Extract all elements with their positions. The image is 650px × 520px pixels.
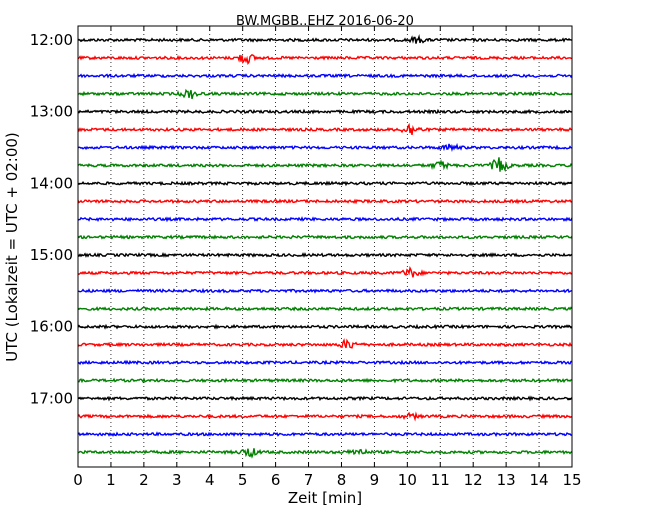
x-tick-label-15: 15 bbox=[562, 471, 581, 489]
y-tick-label-1200: 12:00 bbox=[30, 31, 73, 49]
trace-1315 bbox=[77, 122, 573, 136]
trace-group bbox=[77, 34, 573, 459]
trace-1530 bbox=[77, 287, 573, 294]
trace-1500 bbox=[77, 252, 573, 258]
trace-1345 bbox=[77, 157, 573, 173]
trace-1330 bbox=[77, 142, 572, 152]
y-axis-label: UTC (Lokalzeit = UTC + 02:00) bbox=[3, 132, 21, 362]
x-axis: 0 1 2 3 4 5 6 7 8 9 10 11 12 13 14 15 bbox=[73, 26, 582, 489]
x-tick-label-0: 0 bbox=[73, 471, 83, 489]
grid-lines bbox=[110, 26, 540, 467]
plot-frame bbox=[77, 25, 573, 468]
trace-1445 bbox=[77, 234, 573, 240]
trace-1515 bbox=[77, 265, 573, 278]
trace-1245 bbox=[77, 88, 573, 100]
trace-1200 bbox=[77, 34, 573, 44]
trace-1630 bbox=[77, 359, 573, 366]
trace-1415 bbox=[77, 198, 573, 205]
x-tick-label-11: 11 bbox=[431, 471, 450, 489]
x-tick-label-7: 7 bbox=[304, 471, 314, 489]
y-tick-label-1500: 15:00 bbox=[30, 246, 73, 264]
trace-1600 bbox=[77, 323, 573, 330]
x-tick-label-9: 9 bbox=[370, 471, 380, 489]
chart-title: BW.MGBB..EHZ 2016-06-20 bbox=[236, 14, 414, 29]
x-tick-label-1: 1 bbox=[106, 471, 116, 489]
trace-1745 bbox=[77, 448, 573, 459]
trace-1645 bbox=[77, 377, 573, 384]
trace-1615 bbox=[77, 338, 573, 349]
trace-1215 bbox=[77, 53, 573, 66]
x-tick-label-6: 6 bbox=[271, 471, 281, 489]
trace-1715 bbox=[77, 411, 573, 422]
x-tick-label-14: 14 bbox=[530, 471, 549, 489]
trace-1400 bbox=[77, 180, 573, 187]
trace-1430 bbox=[77, 216, 573, 223]
x-tick-label-12: 12 bbox=[464, 471, 483, 489]
trace-1300 bbox=[77, 108, 573, 115]
x-tick-label-13: 13 bbox=[497, 471, 516, 489]
x-tick-label-10: 10 bbox=[398, 471, 417, 489]
y-tick-label-1400: 14:00 bbox=[30, 174, 73, 192]
x-tick-label-5: 5 bbox=[238, 471, 248, 489]
y-tick-label-1700: 17:00 bbox=[30, 389, 73, 407]
y-axis: 12:00 13:00 14:00 15:00 16:00 17:00 bbox=[30, 31, 572, 407]
x-axis-label: Zeit [min] bbox=[288, 489, 362, 507]
x-tick-label-8: 8 bbox=[337, 471, 347, 489]
y-tick-label-1600: 16:00 bbox=[30, 318, 73, 336]
x-tick-label-4: 4 bbox=[205, 471, 215, 489]
x-tick-label-3: 3 bbox=[172, 471, 182, 489]
trace-1545 bbox=[77, 305, 573, 312]
trace-1730 bbox=[77, 431, 573, 438]
y-tick-label-1300: 13:00 bbox=[30, 103, 73, 121]
trace-1700 bbox=[77, 395, 573, 402]
x-tick-label-2: 2 bbox=[139, 471, 149, 489]
trace-1230 bbox=[77, 72, 573, 79]
